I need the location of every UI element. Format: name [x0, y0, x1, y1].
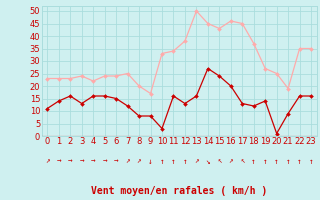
Text: ↑: ↑: [252, 156, 256, 166]
Text: ↑: ↑: [160, 156, 164, 166]
Text: ↑: ↑: [183, 156, 187, 166]
Text: ↘: ↘: [205, 156, 210, 166]
Text: ↗: ↗: [137, 156, 141, 166]
Text: →: →: [79, 156, 84, 166]
Text: ↑: ↑: [286, 156, 291, 166]
Text: ↗: ↗: [194, 156, 199, 166]
Text: ↗: ↗: [125, 156, 130, 166]
Text: ↑: ↑: [171, 156, 176, 166]
Text: →: →: [114, 156, 118, 166]
Text: ↑: ↑: [263, 156, 268, 166]
Text: →: →: [91, 156, 95, 166]
Text: →: →: [57, 156, 61, 166]
Text: Vent moyen/en rafales ( km/h ): Vent moyen/en rafales ( km/h ): [91, 186, 267, 196]
Text: ↖: ↖: [217, 156, 222, 166]
Text: ↓: ↓: [148, 156, 153, 166]
Text: ↑: ↑: [274, 156, 279, 166]
Text: ↑: ↑: [297, 156, 302, 166]
Text: ↖: ↖: [240, 156, 244, 166]
Text: →: →: [102, 156, 107, 166]
Text: ↑: ↑: [309, 156, 313, 166]
Text: ↗: ↗: [228, 156, 233, 166]
Text: →: →: [68, 156, 73, 166]
Text: ↗: ↗: [45, 156, 50, 166]
